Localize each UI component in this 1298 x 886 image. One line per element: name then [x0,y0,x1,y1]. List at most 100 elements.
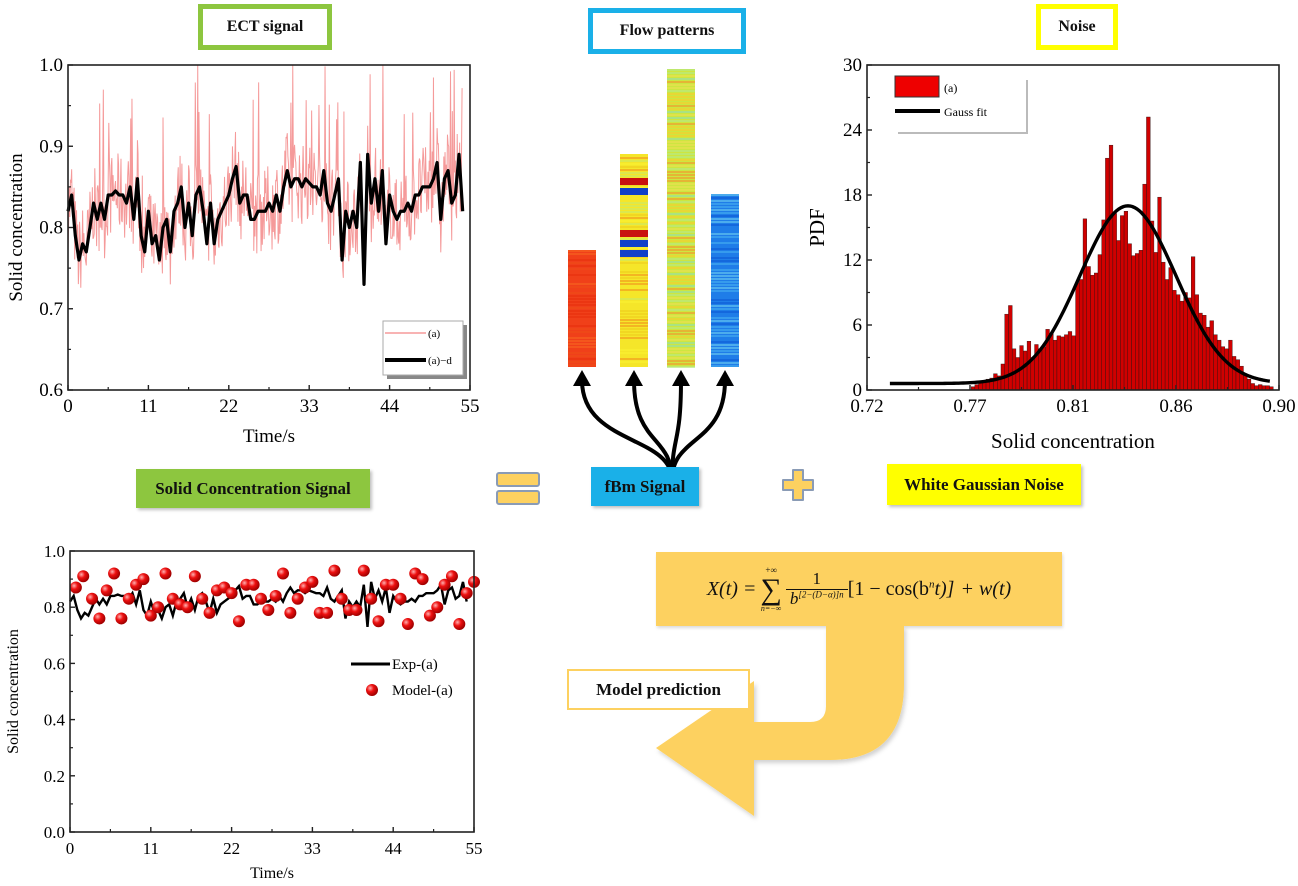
flow-stripe [667,225,695,227]
flow-stripe [711,269,739,271]
legend-swatch-histogram [894,75,940,98]
histogram-bar [1011,348,1017,391]
flow-stripe [620,199,648,201]
legend-label-exp: Exp-(a) [392,657,438,673]
flow-stripe [667,219,695,221]
flow-stripe [620,364,648,366]
ect-signal-chart: 0 11 22 33 44 55 0.6 0.7 0.8 0.9 1.0 Time/s Solid co… [6,55,480,447]
flow-stripe [667,264,695,266]
flow-stripe [568,283,596,285]
fraction: 1 b[2−(D−α)]n [785,569,848,608]
flow-stripe [568,259,596,261]
flow-stripe [620,358,648,360]
flow-stripe [667,111,695,113]
model-point [365,592,378,605]
y-tick-label: 12 [843,250,862,271]
flow-stripe [667,333,695,335]
x-tick-label: 0.81 [1056,396,1089,417]
flow-stripe [568,301,596,303]
histogram-bar [1108,144,1114,391]
flow-stripe [711,227,739,229]
flow-stripe [711,203,739,205]
flow-stripe [568,307,596,309]
flow-stripe [620,262,648,264]
flow-stripe [620,280,648,282]
legend-shadow [898,80,1028,134]
flow-stripe [711,230,739,232]
histogram-bar [1079,279,1084,391]
flow-stripe [667,93,695,95]
flow-stripe [568,277,596,279]
flow-stripe [620,202,648,204]
flow-stripe [711,353,739,355]
histogram-bar [1153,252,1158,391]
histogram-bar [1157,196,1162,391]
histogram-bar [1067,331,1073,391]
flow-stripe [667,330,695,332]
flow-stripe [711,254,739,256]
flow-stripe [667,78,695,80]
histogram-bar [1071,335,1076,391]
x-tick-label: 33 [300,396,319,417]
flow-stripe [711,320,739,322]
flow-stripe [667,201,695,203]
histogram-bar [1161,261,1166,391]
histogram-bar [1060,336,1065,391]
flow-stripe [667,120,695,122]
flow-stripe [711,350,739,352]
flow-stripe [711,281,739,283]
x-axis-label: Time/s [243,426,295,447]
x-tick-label: 0.86 [1159,396,1192,417]
fbm-model-equation: X(t) = +∞ ∑ n=−∞ 1 b[2−(D−α)]n [1 − cos(… [656,552,1062,626]
flow-stripe [667,81,695,83]
model-point [438,578,451,591]
model-prediction-label: Model prediction [567,669,750,710]
flow-stripe [620,340,648,342]
flow-stripe [711,287,739,289]
histogram-bar [1086,266,1091,391]
model-point [335,592,348,605]
y-tick-label: 18 [843,185,862,206]
model-point [291,592,304,605]
flow-stripe [711,197,739,199]
x-axis-label: Time/s [250,865,294,882]
flow-stripe [711,257,739,259]
histogram-bar [1075,282,1080,391]
flow-stripe [667,336,695,338]
histogram-bar [1164,279,1170,391]
flow-stripe [667,96,695,98]
model-point [108,567,121,580]
flow-stripe [711,338,739,340]
summation-symbol: +∞ ∑ n=−∞ [760,564,782,613]
histogram-bar [1101,219,1106,391]
flow-stripe [711,332,739,334]
model-point [321,606,334,619]
flow-stripe [667,303,695,305]
flow-stripe [620,334,648,336]
model-point [350,604,363,617]
flow-stripe [667,363,695,365]
flow-stripe [568,340,596,342]
legend-label-a: (a) [428,328,441,340]
flow-stripe [711,326,739,328]
x-tick-label: 11 [139,396,157,417]
legend-label-model: Model-(a) [392,683,453,699]
flow-stripe [568,361,596,363]
flow-stripe [667,312,695,314]
x-tick-label: 0 [66,839,75,858]
histogram-bar [1187,297,1192,391]
fbm-signal-box: fBm Signal [591,467,699,506]
histogram-bar [1064,334,1069,391]
flow-stripe [711,263,739,265]
flow-stripe [667,165,695,167]
model-point [445,570,458,583]
histogram-bar [1232,356,1237,391]
y-axis-label: PDF [805,208,829,247]
flow-stripe [667,252,695,254]
y-tick-label: 0.9 [39,136,63,157]
curved-return-arrow-icon [656,626,904,816]
flow-stripe [667,339,695,341]
x-tick-label: 11 [143,839,159,858]
equation-lhs: X(t) = [706,577,757,600]
flow-stripe [667,267,695,269]
